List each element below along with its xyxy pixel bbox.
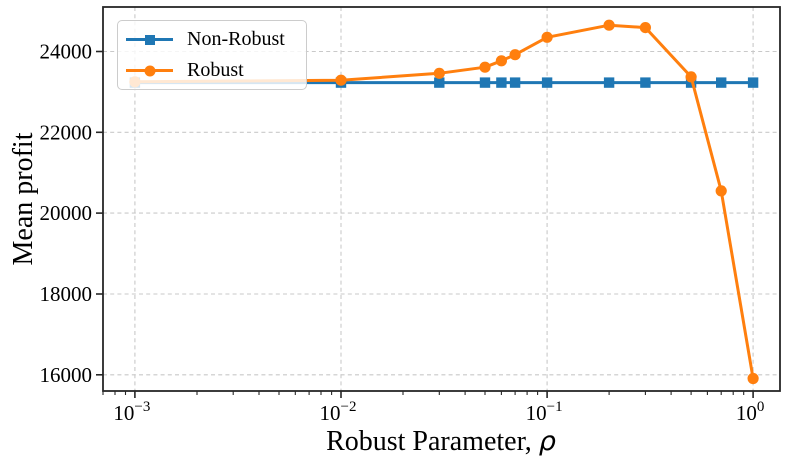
data-point-marker — [496, 77, 507, 88]
data-point-marker — [509, 77, 521, 88]
legend-label: Non-Robust — [187, 28, 285, 50]
data-point-marker — [603, 19, 615, 31]
data-point-marker — [433, 67, 445, 79]
x-axis-tick-labels: 10−3 10−2 10−1 100 — [113, 399, 764, 425]
x-tick-label: 10−3 — [113, 399, 150, 425]
y-axis-label: Mean profit — [8, 132, 39, 266]
legend-sample-robust — [126, 64, 173, 78]
y-tick-label: 16000 — [40, 363, 93, 387]
square-marker-icon — [144, 34, 155, 45]
x-tick-label: 10−2 — [320, 399, 357, 425]
data-point-marker — [434, 77, 445, 88]
y-tick-label: 18000 — [40, 282, 93, 306]
y-tick-label: 24000 — [40, 40, 93, 64]
data-point-marker — [716, 77, 727, 88]
axis-major-ticks — [96, 50, 754, 398]
data-point-marker — [541, 77, 553, 88]
data-point-marker — [747, 372, 759, 385]
data-point-marker — [603, 77, 615, 88]
plot-border — [102, 6, 781, 392]
data-point-marker — [335, 74, 347, 86]
data-point-marker — [541, 31, 553, 43]
legend-label: Robust — [187, 59, 244, 81]
data-point-marker — [640, 77, 651, 88]
series-robust — [129, 19, 759, 385]
data-point-marker — [747, 77, 759, 88]
data-point-marker — [495, 55, 507, 67]
data-point-marker — [479, 61, 491, 73]
legend-sample-non-robust — [126, 33, 173, 47]
legend-item-non-robust: Non-Robust — [118, 24, 306, 55]
x-axis-label: Robust Parameter, ρ — [326, 426, 556, 458]
rho-symbol: ρ — [538, 426, 556, 457]
circle-marker-icon — [144, 65, 155, 76]
y-axis-tick-labels: 16000 18000 20000 22000 24000 — [40, 40, 93, 387]
x-axis-label-text: Robust Parameter, — [326, 426, 539, 457]
data-point-marker — [639, 22, 652, 34]
data-point-marker — [715, 185, 727, 197]
legend-item-robust: Robust — [118, 55, 306, 86]
y-tick-label: 20000 — [40, 201, 93, 225]
x-tick-label: 100 — [736, 399, 765, 425]
y-tick-label: 22000 — [40, 120, 93, 144]
legend: Non-Robust Robust — [117, 20, 307, 90]
data-point-marker — [479, 77, 491, 88]
data-point-marker — [685, 71, 697, 83]
x-tick-label: 10−1 — [526, 399, 563, 425]
data-point-marker — [509, 49, 521, 61]
